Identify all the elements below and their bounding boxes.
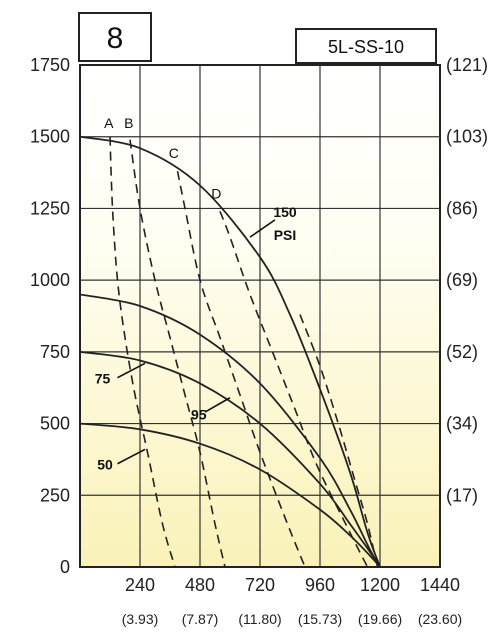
curve-annotations: A B C D 150 PSI 95 75 50 [95, 115, 297, 472]
x-tick-label: 480 [185, 575, 215, 595]
y-right-tick-label: (103) [446, 127, 488, 147]
label-leader-line [249, 219, 276, 238]
label-leader-line [117, 448, 146, 465]
panel-number: 8 [107, 22, 124, 55]
dashed-curve [219, 211, 369, 567]
curve-label: PSI [274, 227, 297, 243]
x-axis-secondary-ticks: (3.93) (7.87) (11.80) (15.73) (19.66) (23.60) [122, 611, 462, 627]
y-tick-label: 1000 [30, 270, 70, 290]
x-tick-label: 240 [125, 575, 155, 595]
label-leader-line [117, 362, 146, 379]
label-leaders [117, 219, 276, 465]
x-secondary-tick-label: (7.87) [182, 611, 219, 627]
y-axis-right-ticks: (17) (34) (52) (69) (86) (103) (121) [446, 55, 488, 505]
dashed-curve [109, 136, 176, 567]
series-line [80, 293, 381, 567]
curve-label: 95 [191, 406, 207, 422]
panel-number-box [78, 12, 152, 62]
y-tick-label: 250 [40, 485, 70, 505]
x-secondary-tick-label: (11.80) [238, 611, 281, 627]
x-secondary-tick-label: (23.60) [418, 611, 462, 627]
x-tick-label: 1200 [360, 575, 400, 595]
y-tick-label: 500 [40, 414, 70, 434]
y-tick-label: 0 [60, 557, 70, 577]
x-secondary-tick-label: (19.66) [358, 611, 402, 627]
y-right-tick-label: (69) [446, 270, 478, 290]
y-tick-label: 1250 [30, 198, 70, 218]
curve-label: D [211, 185, 221, 201]
x-axis-ticks: 240 480 720 960 1200 1440 [125, 575, 460, 595]
curves [80, 135, 381, 567]
model-label: 5L-SS-10 [328, 37, 404, 57]
curve-label: 75 [95, 370, 111, 386]
label-leader-line [204, 397, 231, 413]
y-right-tick-label: (34) [446, 414, 478, 434]
curve-label: 50 [97, 456, 113, 472]
series-line [80, 422, 381, 567]
y-right-tick-label: (52) [446, 342, 478, 362]
model-box [295, 28, 437, 64]
series-line [80, 135, 381, 567]
y-tick-label: 750 [40, 342, 70, 362]
y-right-tick-label: (17) [446, 485, 478, 505]
curve-label: B [124, 115, 133, 131]
y-right-tick-label: (121) [446, 55, 488, 75]
curve-label: A [104, 115, 114, 131]
dashed-curve [129, 139, 226, 567]
y-right-tick-label: (86) [446, 198, 478, 218]
curve-label: C [169, 145, 179, 161]
x-tick-label: 960 [305, 575, 335, 595]
series-line [80, 351, 381, 567]
x-secondary-tick-label: (3.93) [122, 611, 159, 627]
x-tick-label: 1440 [420, 575, 460, 595]
curve-label: 150 [273, 204, 297, 220]
dashed-curve [176, 170, 306, 567]
y-tick-label: 1750 [30, 55, 70, 75]
x-secondary-tick-label: (15.73) [298, 611, 342, 627]
dashed-curve [299, 314, 379, 567]
y-tick-label: 1500 [30, 127, 70, 147]
x-tick-label: 720 [245, 575, 275, 595]
y-axis-ticks: 0 250 500 750 1000 1250 1500 1750 [30, 55, 70, 577]
